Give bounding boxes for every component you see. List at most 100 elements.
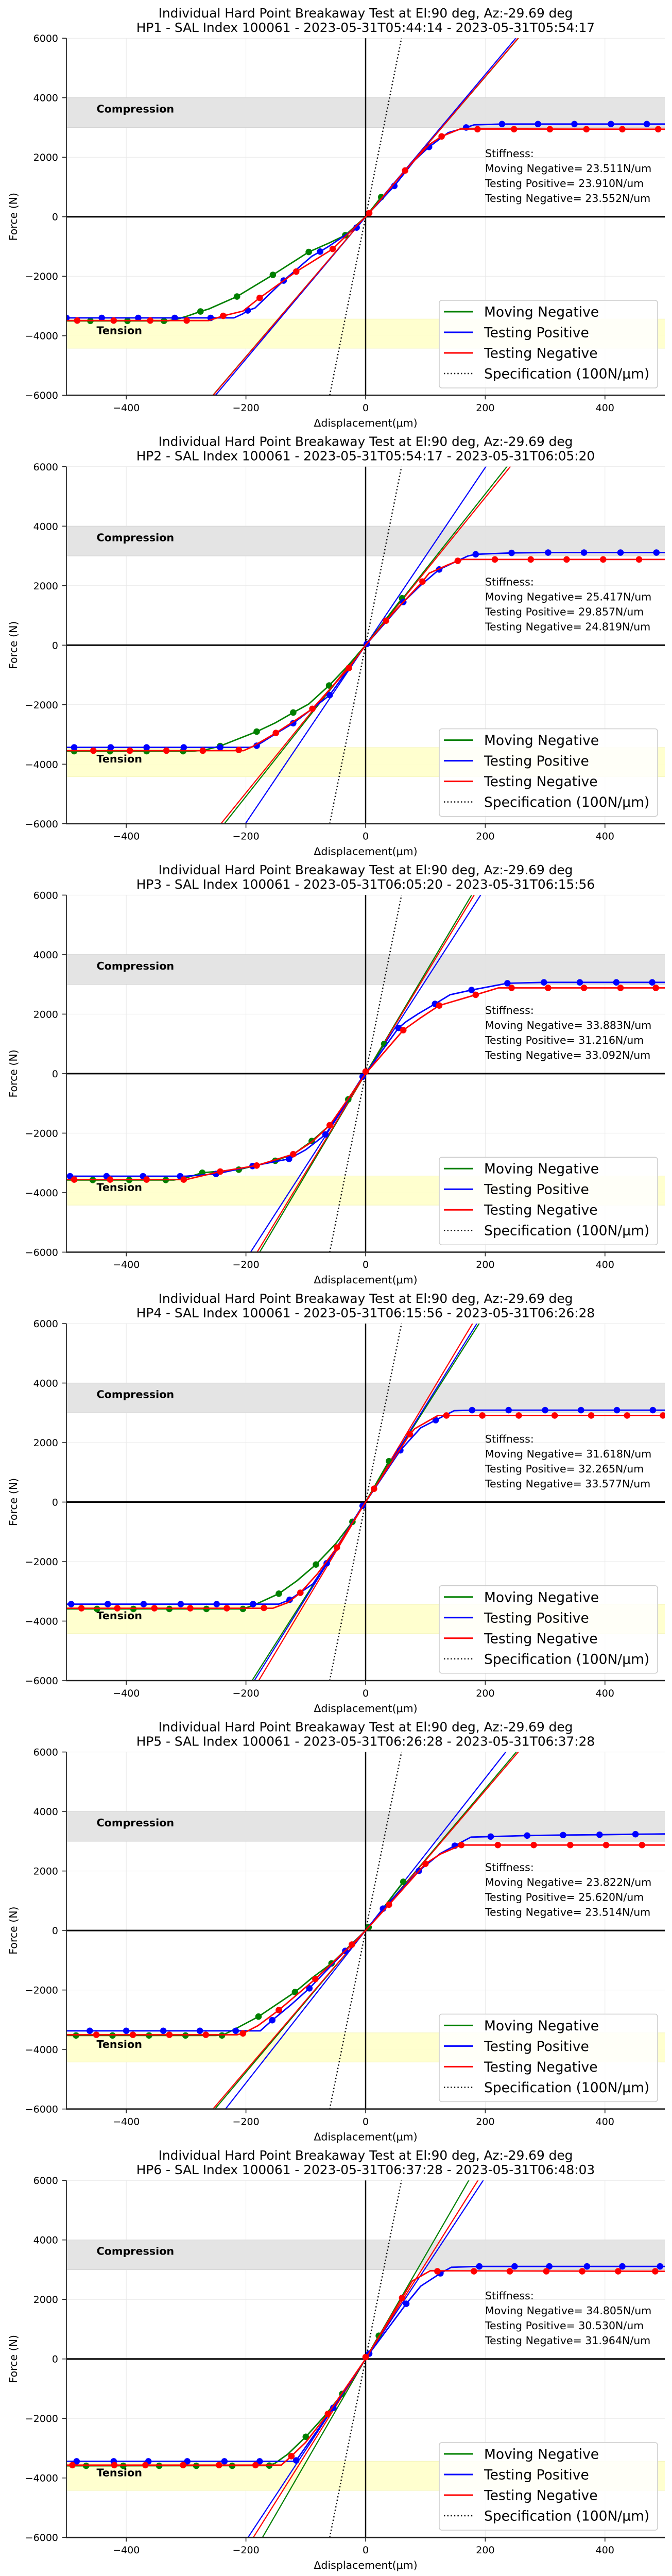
testing-negative-marker <box>510 126 518 133</box>
testing-negative-marker <box>458 1841 465 1849</box>
testing-negative-marker <box>652 2268 659 2275</box>
testing-negative-marker <box>567 1841 574 1849</box>
legend-label: Testing Negative <box>484 2059 598 2075</box>
testing-positive-marker <box>613 979 620 986</box>
y-tick-label: 0 <box>52 1497 58 1509</box>
testing-negative-marker <box>69 2462 76 2469</box>
testing-negative-marker <box>107 1176 114 1183</box>
stiffness-value: Testing Negative= 23.552N/um <box>485 192 650 205</box>
legend-label: Testing Positive <box>484 1182 589 1198</box>
x-axis-label: Δdisplacement(μm) <box>314 417 417 429</box>
legend-box <box>439 1157 658 1245</box>
testing-negative-marker <box>199 747 206 754</box>
testing-positive-marker <box>253 742 260 749</box>
y-tick-label: 6000 <box>33 1747 58 1758</box>
x-tick-label: 200 <box>476 1259 494 1270</box>
stiffness-heading: Stiffness: <box>485 1004 534 1016</box>
legend-entry: Testing Negative <box>444 346 598 362</box>
x-tick-label: −200 <box>233 1259 260 1270</box>
legend-entry: Moving Negative <box>444 1589 599 1605</box>
legend-label: Moving Negative <box>484 2447 599 2463</box>
legend-entry: Testing Positive <box>444 2467 589 2483</box>
testing-positive-marker <box>323 1560 330 1567</box>
legend-entry: Testing Positive <box>444 2039 589 2055</box>
moving-negative-series <box>66 1458 392 1613</box>
y-tick-label: −2000 <box>25 271 58 282</box>
stiffness-value: Moving Negative= 34.805N/um <box>485 2304 651 2317</box>
stiffness-heading: Stiffness: <box>485 576 534 588</box>
y-tick-label: −4000 <box>25 1616 58 1628</box>
testing-positive-marker <box>250 1601 256 1607</box>
y-tick-label: 6000 <box>33 1318 58 1330</box>
testing-positive-marker <box>353 224 360 231</box>
testing-negative-marker <box>471 2268 477 2275</box>
testing-negative-marker <box>346 665 352 671</box>
legend-box <box>439 728 658 817</box>
testing-positive-marker <box>649 979 656 986</box>
testing-positive-marker <box>462 124 470 131</box>
testing-negative-marker <box>383 617 389 624</box>
y-tick-label: 0 <box>52 2354 58 2365</box>
testing-negative-marker <box>290 1151 297 1158</box>
legend-entry: Testing Positive <box>444 1182 589 1198</box>
moving-negative-marker <box>325 682 333 689</box>
legend-label: Testing Negative <box>484 774 598 790</box>
plot-area <box>66 466 665 824</box>
y-tick-label: 6000 <box>33 462 58 473</box>
testing-positive-marker <box>177 1601 184 1607</box>
stiffness-heading: Stiffness: <box>485 1861 534 1873</box>
specification-line <box>329 1752 402 2109</box>
y-tick-label: 4000 <box>33 950 58 961</box>
testing-positive-marker <box>171 314 178 321</box>
testing-positive-marker <box>98 314 105 321</box>
testing-positive-marker <box>326 691 333 699</box>
testing-negative-marker <box>74 317 81 324</box>
legend-label: Moving Negative <box>484 733 599 749</box>
plot-area <box>66 1324 665 1681</box>
testing-negative-marker <box>515 1412 522 1419</box>
testing-negative-marker <box>479 1412 486 1419</box>
testing-positive-marker <box>469 1406 476 1414</box>
testing-positive-marker <box>107 744 114 751</box>
testing-positive-series <box>66 121 665 321</box>
testing-negative-marker <box>235 747 243 753</box>
moving-negative-marker <box>275 1590 282 1597</box>
x-tick-label: −400 <box>113 1259 140 1270</box>
testing-negative-series <box>66 1841 665 2038</box>
testing-positive-marker <box>73 2458 80 2465</box>
testing-positive-marker <box>571 121 578 128</box>
testing-negative-marker <box>422 1860 429 1867</box>
testing-positive-marker <box>498 121 506 128</box>
testing-positive-marker <box>71 744 78 751</box>
testing-negative-marker <box>309 705 316 713</box>
testing-positive-marker <box>256 2458 263 2465</box>
compression-label: Compression <box>97 960 175 972</box>
legend-box <box>439 2442 658 2531</box>
testing-negative-marker <box>297 1589 304 1596</box>
x-tick-label: 0 <box>363 1688 369 1699</box>
plot-area <box>66 2180 665 2538</box>
testing-negative-marker <box>546 126 554 133</box>
testing-negative-marker <box>527 556 534 563</box>
y-tick-label: 2000 <box>33 2294 58 2306</box>
y-tick-label: −4000 <box>25 759 58 770</box>
testing-positive-marker <box>487 1833 494 1840</box>
legend-entry: Testing Negative <box>444 1202 598 1218</box>
stiffness-annotation: Stiffness: Moving Negative= 25.417N/um Tes… <box>485 576 651 633</box>
legend-entry: Specification (100N/μm) <box>444 366 649 382</box>
stiffness-heading: Stiffness: <box>485 147 534 160</box>
moving-negative-series <box>66 194 385 325</box>
legend-box <box>439 1585 658 1674</box>
moving-negative-marker <box>233 293 240 300</box>
x-tick-label: 400 <box>596 2545 614 2556</box>
moving-negative-curve <box>66 196 382 322</box>
x-tick-label: 400 <box>596 402 614 414</box>
specification-line <box>329 38 402 396</box>
testing-negative-marker <box>151 1605 158 1612</box>
legend-entry: Moving Negative <box>444 1161 599 1177</box>
legend-label: Testing Positive <box>484 753 589 769</box>
chart-title: Individual Hard Point Breakaway Test at … <box>159 6 573 21</box>
moving-negative-series <box>66 595 406 755</box>
testing-negative-marker <box>639 1841 646 1849</box>
testing-negative-marker <box>324 2410 332 2417</box>
